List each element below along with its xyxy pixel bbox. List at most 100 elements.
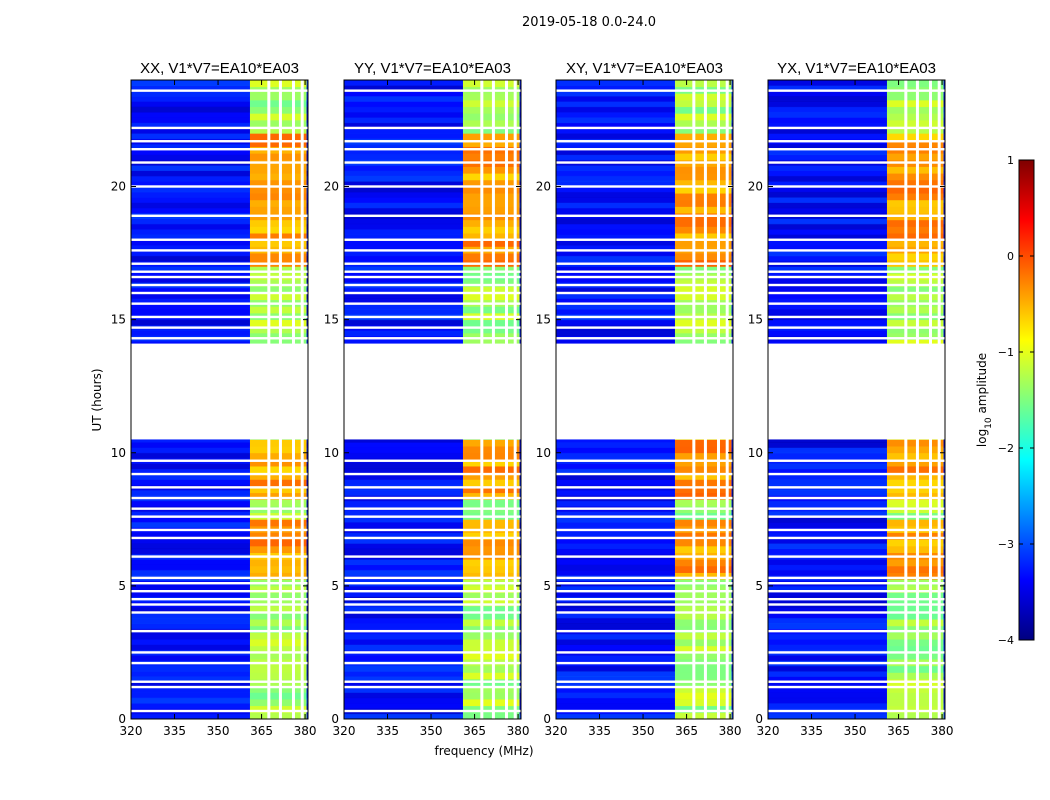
rfi-band-row xyxy=(462,226,520,234)
noise-row xyxy=(344,122,521,129)
noise-row xyxy=(131,330,308,337)
x-tick-label: 335 xyxy=(588,724,611,738)
rfi-band-row xyxy=(886,266,944,274)
y-tick-label: 5 xyxy=(118,579,126,593)
spectrogram-image xyxy=(344,80,521,719)
rfi-band-row xyxy=(462,80,520,88)
noise-row xyxy=(768,330,945,337)
rfi-band-row xyxy=(674,692,732,700)
noise-row xyxy=(768,521,945,528)
flagged-time-row xyxy=(556,238,733,241)
noise-row xyxy=(768,713,945,719)
noise-row xyxy=(131,245,308,251)
rfi-band-row xyxy=(886,293,944,301)
flagged-time-row xyxy=(556,148,733,151)
noise-row xyxy=(344,207,521,214)
noise-row xyxy=(556,117,733,124)
noise-row xyxy=(131,303,308,310)
noise-row xyxy=(768,452,945,459)
rfi-band-row xyxy=(462,446,520,454)
noise-row xyxy=(768,90,945,97)
rfi-band-row xyxy=(249,253,307,261)
flagged-time-row xyxy=(768,536,945,540)
noise-row xyxy=(768,671,945,677)
rfi-band-row xyxy=(674,293,732,301)
panel-yx: YX, V1*V7=EA10*EA03 320 335 350 365 380 0 5 10 15… xyxy=(748,60,954,738)
flagged-time-row xyxy=(131,661,308,665)
rfi-band-row xyxy=(249,459,307,467)
data-gap xyxy=(344,343,521,440)
rfi-band-row xyxy=(462,652,520,660)
rfi-band-row xyxy=(462,139,520,147)
rfi-band-row xyxy=(674,539,732,547)
noise-row xyxy=(131,223,308,230)
rfi-band-row xyxy=(249,452,307,460)
rfi-band-row xyxy=(249,625,307,633)
rfi-band-row xyxy=(674,446,732,454)
rfi-band-row xyxy=(462,452,520,460)
rfi-band-row xyxy=(249,286,307,294)
noise-row xyxy=(344,143,521,150)
noise-row xyxy=(556,245,733,251)
rfi-band-row xyxy=(886,665,944,673)
rfi-band-row xyxy=(249,332,307,340)
flagged-time-row xyxy=(556,576,733,580)
rfi-band-row xyxy=(674,499,732,507)
noise-row xyxy=(131,175,308,182)
noise-row xyxy=(768,170,945,177)
rfi-band-row xyxy=(674,592,732,600)
rfi-band-row xyxy=(886,492,944,500)
noise-row xyxy=(131,95,308,102)
noise-row xyxy=(344,713,521,719)
rfi-band-row xyxy=(462,605,520,613)
noise-row xyxy=(556,703,733,709)
noise-row xyxy=(768,229,945,235)
noise-row xyxy=(131,287,308,294)
rfi-band-row xyxy=(249,692,307,700)
rfi-band-row xyxy=(249,539,307,547)
colorbar-tick-label: −1 xyxy=(998,346,1014,359)
rfi-band-row xyxy=(462,592,520,600)
noise-row xyxy=(768,149,945,156)
noise-row xyxy=(556,681,733,688)
flagged-time-row xyxy=(344,337,521,340)
rfi-band-row xyxy=(462,93,520,101)
flagged-time-row xyxy=(556,680,733,683)
rfi-band-row xyxy=(886,332,944,340)
noise-row xyxy=(556,330,733,337)
flagged-time-row xyxy=(131,249,308,252)
y-tick-label: 20 xyxy=(748,180,763,194)
noise-row xyxy=(344,149,521,156)
rfi-band-row xyxy=(674,685,732,693)
y-tick-label: 15 xyxy=(111,313,126,327)
noise-row xyxy=(556,697,733,704)
noise-row xyxy=(344,687,521,693)
x-tick-label: 350 xyxy=(632,724,655,738)
noise-row xyxy=(131,612,308,619)
rfi-band-row xyxy=(674,186,732,194)
rfi-band-row xyxy=(886,233,944,241)
noise-row xyxy=(556,468,733,475)
rfi-band-row xyxy=(674,219,732,227)
noise-row xyxy=(131,239,308,246)
flagged-time-row xyxy=(344,597,521,601)
rfi-band-row xyxy=(886,166,944,174)
rfi-band-row xyxy=(249,179,307,187)
x-tick-label: 350 xyxy=(207,724,230,738)
rfi-band-row xyxy=(674,332,732,340)
flagged-time-row xyxy=(768,590,945,593)
noise-row xyxy=(768,250,945,257)
noise-row xyxy=(556,223,733,230)
noise-row xyxy=(556,452,733,459)
rfi-band-row xyxy=(674,612,732,620)
flagged-time-row xyxy=(344,486,521,489)
colorbar-tick-label: −2 xyxy=(998,442,1014,455)
noise-row xyxy=(344,293,521,299)
flagged-time-row xyxy=(131,337,308,340)
rfi-band-row xyxy=(462,206,520,214)
noise-row xyxy=(556,585,733,592)
rfi-band-row xyxy=(462,559,520,567)
noise-row xyxy=(556,559,733,566)
noise-row xyxy=(344,250,521,257)
rfi-band-row xyxy=(462,705,520,713)
